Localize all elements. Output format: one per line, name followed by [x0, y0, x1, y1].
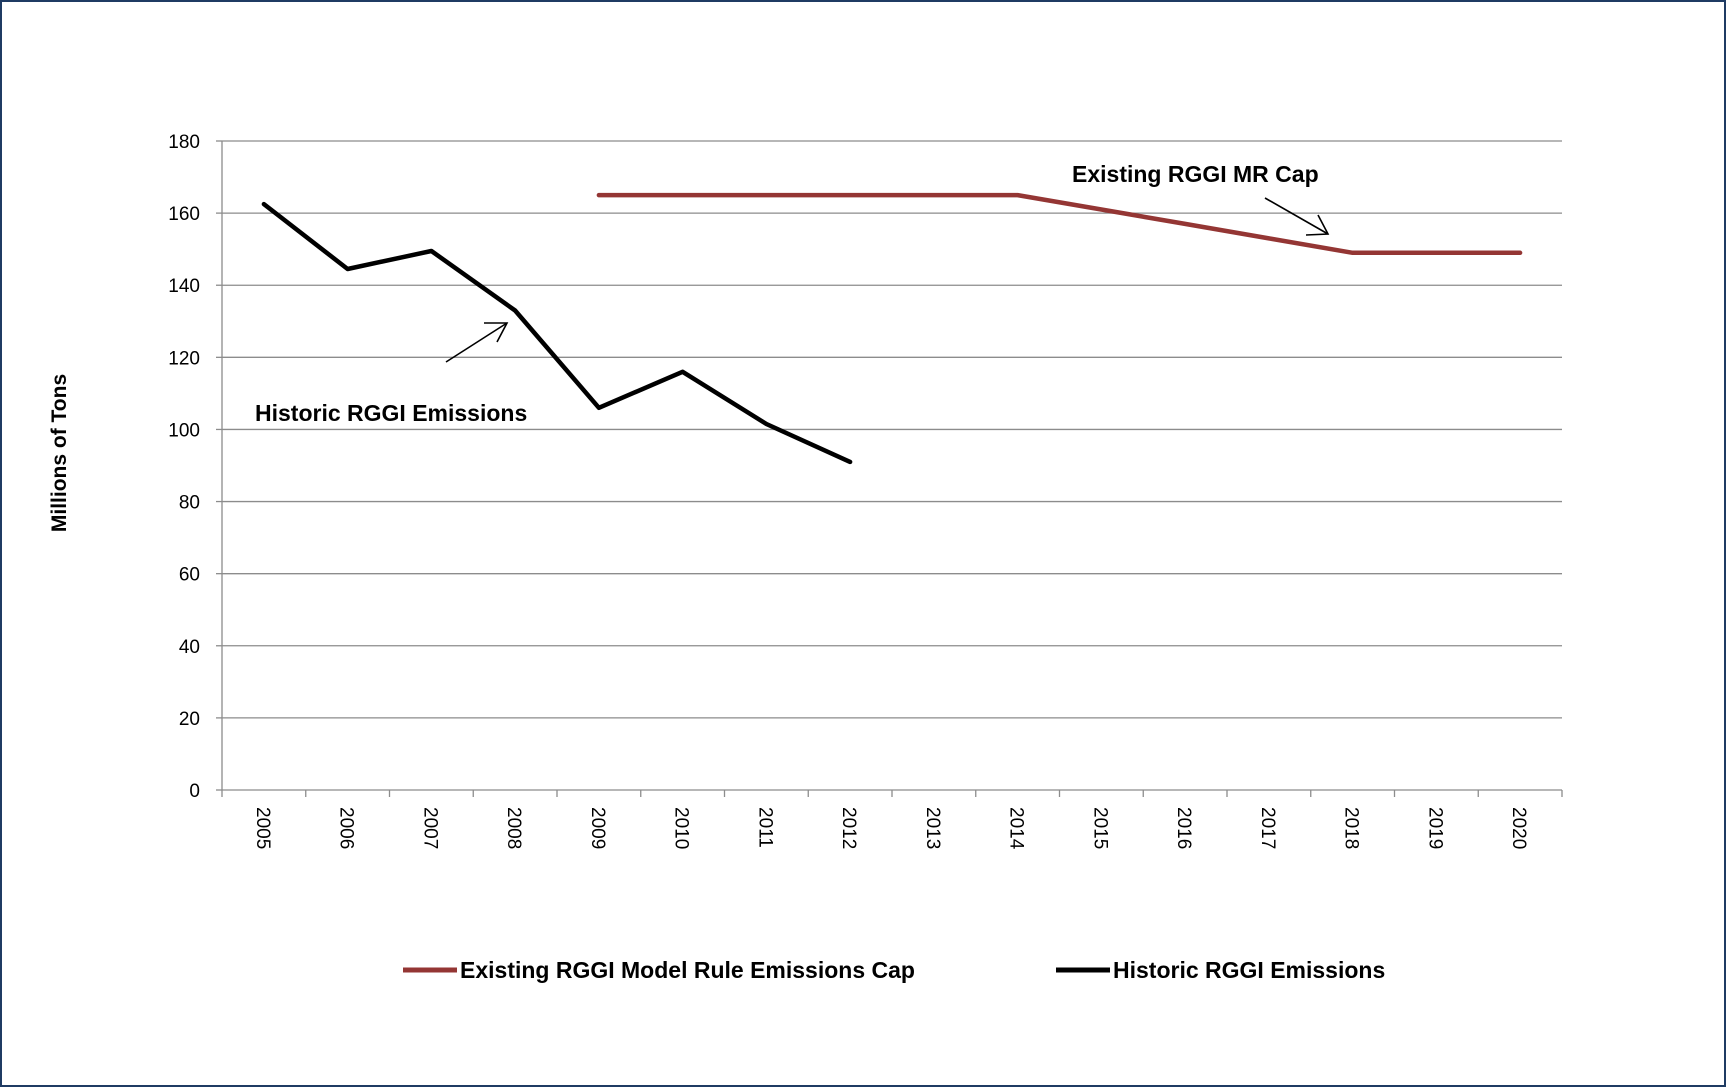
- legend: Existing RGGI Model Rule Emissions Cap Hi…: [403, 957, 1385, 983]
- legend-label: Historic RGGI Emissions: [1113, 957, 1385, 983]
- y-tick-label: 140: [168, 276, 200, 297]
- x-tick-label: 2018: [1341, 807, 1362, 849]
- series-line-historic: [261, 201, 853, 465]
- annotation-historic-arrowhead: [484, 322, 509, 343]
- x-tick-label: 2017: [1257, 807, 1278, 849]
- y-tick-label: 100: [168, 420, 200, 441]
- x-tick-label: 2010: [671, 807, 692, 849]
- y-tick-label: 0: [189, 781, 200, 802]
- x-tick-label: 2012: [838, 807, 859, 849]
- annotations: Existing RGGI MR Cap Historic RGGI Emiss…: [255, 161, 1330, 426]
- series-line-cap: [596, 192, 1523, 256]
- annotation-historic-label: Historic RGGI Emissions: [255, 400, 527, 426]
- legend-label: Existing RGGI Model Rule Emissions Cap: [460, 957, 915, 983]
- y-tick-label: 40: [179, 637, 200, 658]
- x-tick-label: 2011: [754, 807, 775, 848]
- x-tick-label: 2008: [503, 807, 524, 849]
- annotation-cap-arrow: [1264, 197, 1329, 235]
- x-tick-label: 2014: [1006, 807, 1027, 850]
- y-tick-label: 60: [179, 565, 200, 586]
- x-tick-label: 2007: [419, 807, 440, 849]
- y-tick-label: 120: [168, 348, 200, 369]
- legend-item: Historic RGGI Emissions: [1056, 957, 1385, 983]
- y-tick-label: 80: [179, 493, 200, 514]
- x-tick-label: 2016: [1173, 807, 1194, 849]
- x-tick-label: 2005: [252, 807, 273, 849]
- gridlines: [222, 140, 1562, 719]
- x-tick-label: 2020: [1508, 807, 1529, 849]
- series-lines: [261, 192, 1523, 465]
- x-tick-label: 2015: [1089, 807, 1110, 849]
- y-axis-title: Millions of Tons: [48, 374, 71, 532]
- axes: 0 20 40 60 80 100 120 140 160 180 2005 2006 2007 2008…: [168, 132, 1563, 850]
- legend-item: Existing RGGI Model Rule Emissions Cap: [403, 957, 915, 983]
- x-tick-label: 2009: [587, 807, 608, 849]
- y-tick-label: 160: [168, 204, 200, 225]
- annotation-historic-arrow: [445, 322, 508, 363]
- y-tick-label: 180: [168, 132, 200, 153]
- annotation-cap-arrowhead: [1305, 214, 1330, 236]
- y-tick-label: 20: [179, 709, 200, 730]
- annotation-cap-label: Existing RGGI MR Cap: [1072, 161, 1319, 187]
- x-tick-label: 2019: [1424, 807, 1445, 849]
- x-tick-label: 2006: [336, 807, 357, 849]
- x-tick-label: 2013: [922, 807, 943, 849]
